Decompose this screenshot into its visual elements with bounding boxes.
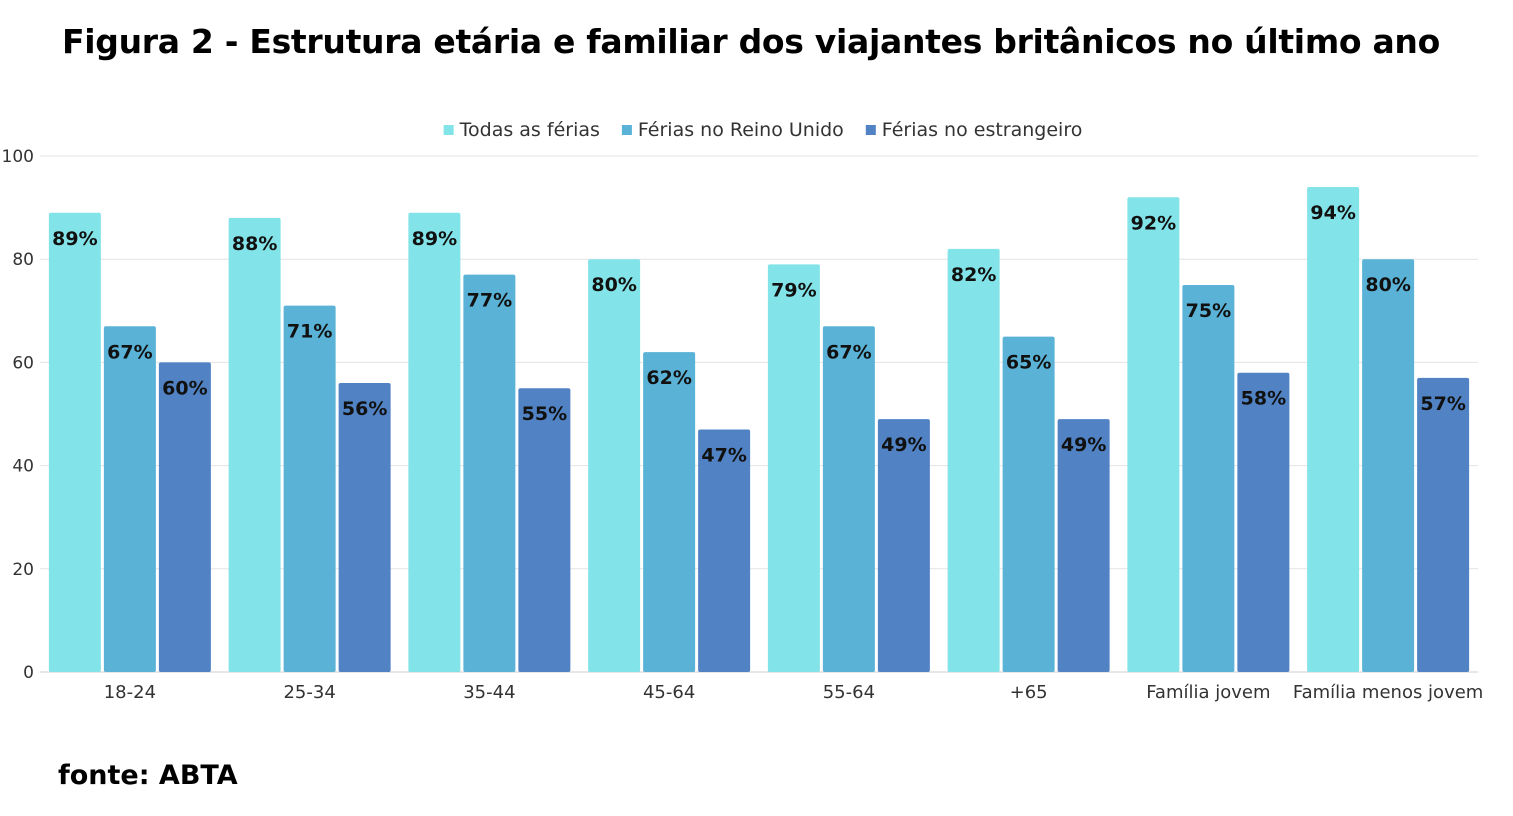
x-category-label: Família jovem bbox=[1146, 682, 1270, 703]
y-tick-label: 100 bbox=[2, 147, 34, 167]
data-label: 71% bbox=[287, 321, 332, 343]
bar bbox=[1057, 419, 1110, 672]
data-label: 77% bbox=[467, 290, 512, 312]
x-category-label: 55-64 bbox=[823, 682, 875, 703]
x-category-label: 18-24 bbox=[104, 682, 156, 703]
bar bbox=[283, 305, 336, 672]
bar bbox=[338, 383, 391, 672]
x-category-label: +65 bbox=[1010, 682, 1048, 703]
bar bbox=[1307, 186, 1360, 672]
bar bbox=[822, 326, 875, 672]
x-category-label: Família menos jovem bbox=[1293, 682, 1483, 703]
bars bbox=[48, 186, 1470, 673]
data-label: 89% bbox=[52, 228, 97, 250]
legend-item: Todas as férias bbox=[443, 119, 600, 141]
bar bbox=[158, 362, 211, 672]
bar bbox=[877, 419, 930, 672]
y-tick-label: 20 bbox=[12, 560, 34, 580]
y-axis: 0 20 40 60 80 100 bbox=[2, 147, 34, 683]
legend-swatch bbox=[443, 125, 454, 135]
x-category-label: 25-34 bbox=[283, 682, 335, 703]
data-label: 67% bbox=[107, 341, 152, 363]
data-labels: 89% 67% 60% 88% 71% 56% 89% 77% 55% 80% 62% 47% 79% 6… bbox=[52, 202, 1466, 467]
y-tick-label: 40 bbox=[12, 457, 34, 477]
bar bbox=[643, 352, 696, 672]
data-label: 56% bbox=[342, 398, 387, 420]
data-label: 92% bbox=[1131, 212, 1176, 234]
y-tick-label: 80 bbox=[12, 250, 34, 270]
data-label: 65% bbox=[1006, 352, 1051, 374]
y-tick-label: 0 bbox=[23, 663, 34, 683]
legend-item: Férias no estrangeiro bbox=[865, 119, 1083, 141]
data-label: 94% bbox=[1310, 202, 1355, 224]
bar bbox=[228, 217, 281, 673]
bar bbox=[408, 212, 461, 672]
data-label: 89% bbox=[412, 228, 457, 250]
legend-swatch bbox=[621, 125, 632, 135]
source-note: fonte: ABTA bbox=[58, 760, 238, 791]
bar bbox=[947, 248, 1000, 672]
x-category-label: 35-44 bbox=[463, 682, 515, 703]
data-label: 55% bbox=[522, 403, 567, 425]
legend-label: Férias no estrangeiro bbox=[882, 119, 1083, 141]
data-label: 75% bbox=[1186, 300, 1231, 322]
data-label: 57% bbox=[1420, 393, 1465, 415]
data-label: 88% bbox=[232, 233, 277, 255]
x-axis: 18-24 25-34 35-44 45-64 55-64 +65 Família jove… bbox=[104, 682, 1484, 703]
data-label: 49% bbox=[1061, 434, 1106, 456]
bar bbox=[518, 388, 571, 672]
bar bbox=[1127, 197, 1180, 672]
data-label: 80% bbox=[591, 274, 636, 296]
data-label: 60% bbox=[162, 377, 207, 399]
bar bbox=[1417, 377, 1470, 672]
y-tick-label: 60 bbox=[12, 353, 34, 373]
bar bbox=[767, 264, 820, 672]
data-label: 47% bbox=[701, 444, 746, 466]
bar bbox=[463, 274, 516, 672]
legend-item: Férias no Reino Unido bbox=[621, 119, 844, 141]
bar bbox=[1237, 372, 1290, 672]
data-label: 58% bbox=[1241, 388, 1286, 410]
bar bbox=[588, 259, 641, 672]
legend-label: Férias no Reino Unido bbox=[638, 119, 844, 141]
bar bbox=[1182, 285, 1235, 672]
bar bbox=[1002, 336, 1055, 672]
bar bbox=[1362, 259, 1415, 672]
chart-title: Figura 2 - Estrutura etária e familiar d… bbox=[62, 22, 1440, 61]
data-label: 62% bbox=[646, 367, 691, 389]
legend: Todas as férias Férias no Reino Unido Féri… bbox=[443, 119, 1083, 141]
bar bbox=[48, 212, 101, 672]
data-label: 80% bbox=[1365, 274, 1410, 296]
data-label: 79% bbox=[771, 279, 816, 301]
legend-swatch bbox=[865, 125, 876, 135]
legend-label: Todas as férias bbox=[459, 119, 600, 141]
data-label: 82% bbox=[951, 264, 996, 286]
bar bbox=[698, 429, 751, 672]
x-category-label: 45-64 bbox=[643, 682, 695, 703]
bar bbox=[103, 326, 156, 672]
data-label: 49% bbox=[881, 434, 926, 456]
data-label: 67% bbox=[826, 341, 871, 363]
